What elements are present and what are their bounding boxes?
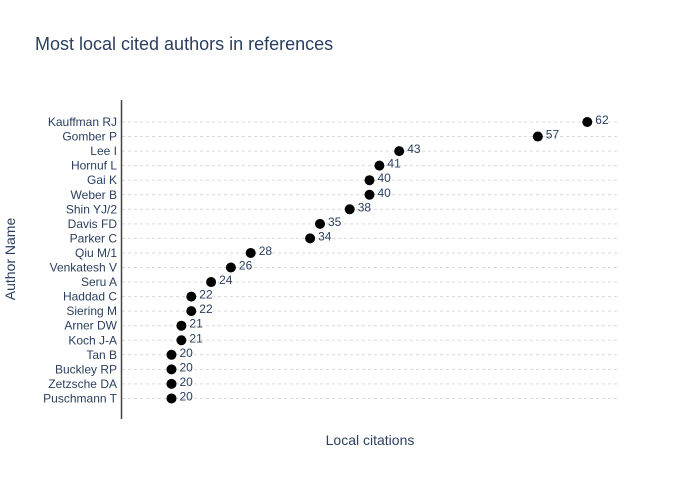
data-label: 20 <box>180 360 194 374</box>
data-point[interactable] <box>394 146 405 157</box>
data-point[interactable] <box>176 320 187 331</box>
data-label: 21 <box>189 317 203 331</box>
data-label: 38 <box>358 200 372 214</box>
data-point[interactable] <box>364 175 375 186</box>
data-point[interactable] <box>206 277 217 288</box>
data-label: 34 <box>318 229 332 243</box>
y-tick-label: Seru A <box>81 275 117 289</box>
y-tick-label: Puschmann T <box>43 391 117 405</box>
data-point[interactable] <box>166 349 177 360</box>
y-tick-label: Kauffman RJ <box>48 115 117 129</box>
data-point[interactable] <box>532 131 543 142</box>
data-point[interactable] <box>186 306 197 317</box>
data-point[interactable] <box>166 378 177 389</box>
y-tick-label: Weber B <box>71 188 117 202</box>
gridlines <box>122 121 617 399</box>
data-point[interactable] <box>374 160 385 171</box>
data-point[interactable] <box>245 247 256 258</box>
data-label: 35 <box>328 215 342 229</box>
data-label: 57 <box>546 128 560 142</box>
data-point[interactable] <box>364 189 375 200</box>
chart-title: Most local cited authors in references <box>35 34 333 54</box>
data-label: 20 <box>180 389 194 403</box>
data-point[interactable] <box>315 218 325 229</box>
data-point[interactable] <box>166 364 177 375</box>
data-label: 21 <box>189 331 203 345</box>
y-tick-label: Qiu M/1 <box>75 246 117 260</box>
y-tick-label: Gai K <box>87 173 117 187</box>
y-axis-title: Author Name <box>2 218 18 301</box>
data-label: 24 <box>219 273 233 287</box>
data-label: 62 <box>595 113 609 127</box>
y-tick-label: Lee I <box>90 144 117 158</box>
data-label: 40 <box>378 186 392 200</box>
y-tick-label: Davis FD <box>68 217 118 231</box>
data-label: 28 <box>259 244 273 258</box>
data-label: 20 <box>180 375 194 389</box>
y-tick-label: Shin YJ/2 <box>66 202 117 216</box>
y-tick-label: Tan B <box>86 348 117 362</box>
y-tick-label: Arner DW <box>64 319 117 333</box>
y-tick-label: Buckley RP <box>55 362 117 376</box>
data-point[interactable] <box>166 393 177 404</box>
data-point[interactable] <box>305 233 316 244</box>
y-tick-label: Haddad C <box>63 290 117 304</box>
data-label: 43 <box>407 142 421 156</box>
y-tick-label: Koch J-A <box>68 333 117 347</box>
data-label: 40 <box>378 171 392 185</box>
y-tick-label: Hornuf L <box>71 159 117 173</box>
data-point[interactable] <box>176 335 187 346</box>
data-label: 41 <box>387 157 401 171</box>
data-label: 22 <box>199 302 213 316</box>
data-point[interactable] <box>225 262 236 273</box>
y-tick-label: Venkatesh V <box>50 261 117 275</box>
y-tick-label: Zetzsche DA <box>48 377 117 391</box>
data-points <box>166 117 593 404</box>
y-tick-label: Siering M <box>66 304 117 318</box>
data-label: 26 <box>239 259 253 273</box>
data-point[interactable] <box>344 204 355 215</box>
x-axis-title: Local citations <box>326 432 415 448</box>
data-point[interactable] <box>582 117 593 127</box>
data-point[interactable] <box>186 291 197 302</box>
data-label: 20 <box>180 346 194 360</box>
y-tick-label: Gomber P <box>62 130 117 144</box>
data-label: 22 <box>199 288 213 302</box>
y-tick-label: Parker C <box>70 231 118 245</box>
